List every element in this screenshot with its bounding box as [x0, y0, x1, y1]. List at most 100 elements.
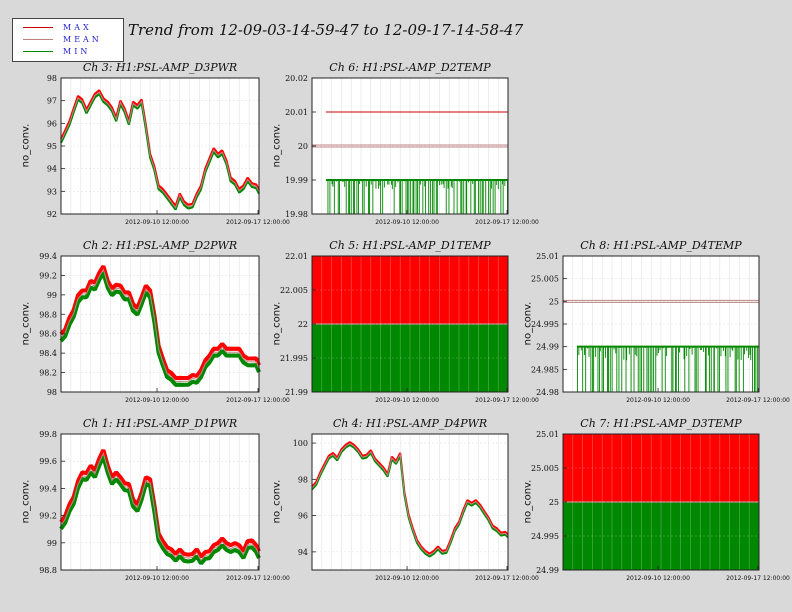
chart-panel-8: Ch 7: H1:PSL-AMP_D3TEMP no_conv. 25.01 25.0…: [523, 417, 791, 582]
max-fill: [312, 256, 508, 324]
y-tick-label: 98.8: [39, 566, 57, 575]
y-tick-label: 98.4: [39, 349, 57, 358]
chart-title: Ch 3: H1:PSL-AMP_D3PWR: [82, 61, 238, 74]
legend-label-mean: MEAN: [63, 35, 102, 44]
y-tick-label: 92: [47, 210, 57, 219]
y-tick-label: 95: [47, 142, 57, 151]
chart-panel-3: Ch 2: H1:PSL-AMP_D2PWR no_conv. 99.4 99.2 99…: [21, 239, 291, 404]
y-tick-label: 100: [293, 439, 308, 448]
x-tick-label: 2012-09-17 12:00:00: [475, 219, 539, 226]
x-tick-label: 2012-09-17 12:00:00: [226, 219, 290, 226]
chart-title: Ch 8: H1:PSL-AMP_D4TEMP: [580, 239, 742, 252]
y-tick-label: 20: [298, 142, 308, 151]
legend-line-max: [23, 27, 53, 28]
page-title: Trend from 12-09-03-14-59-47 to 12-09-17…: [128, 21, 524, 39]
y-tick-label: 97: [47, 97, 57, 106]
x-tick-label: 2012-09-10 12:00:00: [375, 575, 439, 582]
y-tick-label: 25.01: [536, 430, 559, 439]
max-series: [59, 449, 261, 559]
x-tick-label: 2012-09-10 12:00:00: [125, 219, 189, 226]
legend-label-min: MIN: [63, 47, 91, 56]
x-tick-label: 2012-09-10 12:00:00: [125, 397, 189, 404]
y-tick-label: 25.005: [531, 275, 559, 284]
mean-series: [311, 442, 509, 556]
chart-title: Ch 4: H1:PSL-AMP_D4PWR: [332, 417, 488, 430]
y-tick-label: 25.005: [531, 464, 559, 473]
max-fill: [563, 434, 759, 502]
y-tick-label: 99.8: [39, 430, 57, 439]
y-tick-label: 94: [298, 548, 308, 557]
y-tick-label: 99: [47, 291, 57, 300]
y-tick-label: 21.995: [280, 354, 308, 363]
x-tick-label: 2012-09-17 12:00:00: [726, 397, 790, 404]
chart-svg: 25.01 25.005 25 24.995 24.99 24.985 24.98 2012-…: [531, 252, 790, 404]
legend-line-mean: [23, 39, 53, 40]
y-axis-label: no_conv.: [271, 479, 283, 524]
y-tick-label: 94: [47, 165, 57, 174]
y-axis-label: no_conv.: [20, 479, 32, 524]
y-tick-label: 19.98: [285, 210, 308, 219]
y-tick-label: 98.2: [39, 369, 57, 378]
mean-series: [60, 91, 260, 209]
legend-item-mean: MEAN: [13, 34, 123, 46]
y-tick-label: 22.01: [285, 252, 308, 261]
x-tick-label: 2012-09-17 12:00:00: [475, 575, 539, 582]
y-tick-label: 20.02: [285, 74, 308, 83]
y-tick-label: 25: [549, 297, 559, 306]
y-tick-label: 25.01: [536, 252, 559, 261]
chart-svg: 99.4 99.2 99 98.8 98.6 98.4 98.2 98 2012-09-10 1…: [39, 252, 290, 404]
y-tick-label: 99.4: [39, 252, 57, 261]
mean-series: [60, 451, 260, 561]
plot-frame: [60, 433, 260, 571]
chart-title: Ch 1: H1:PSL-AMP_D1PWR: [82, 417, 238, 430]
legend: MAX MEAN MIN: [12, 18, 124, 62]
x-tick-label: 2012-09-10 12:00:00: [626, 575, 690, 582]
y-tick-label: 24.98: [536, 388, 559, 397]
x-tick-label: 2012-09-10 12:00:00: [626, 397, 690, 404]
y-axis-label: no_conv.: [20, 123, 32, 168]
y-tick-label: 93: [47, 187, 57, 196]
min-fill: [563, 502, 759, 570]
y-tick-label: 24.985: [531, 365, 559, 374]
y-tick-label: 24.995: [531, 320, 559, 329]
chart-title: Ch 5: H1:PSL-AMP_D1TEMP: [329, 239, 491, 252]
min-series: [59, 455, 261, 565]
chart-svg: 20.02 20.01 20 19.99 19.98 2012-09-10 12:00:0…: [285, 74, 539, 226]
y-tick-label: 99.2: [39, 271, 57, 280]
y-tick-label: 22.005: [280, 286, 308, 295]
y-axis-label: no_conv.: [20, 301, 32, 346]
y-tick-label: 99.2: [39, 512, 57, 521]
y-tick-label: 96: [47, 119, 57, 128]
legend-item-min: MIN: [13, 46, 123, 58]
chart-panel-2: Ch 6: H1:PSL-AMP_D2TEMP no_conv. 20.02 20.0…: [272, 61, 540, 226]
y-tick-label: 24.99: [536, 566, 559, 575]
y-tick-label: 24.99: [536, 343, 559, 352]
y-tick-label: 99.4: [39, 484, 57, 493]
y-tick-label: 98: [298, 475, 308, 484]
y-tick-label: 98: [47, 388, 57, 397]
x-tick-label: 2012-09-10 12:00:00: [125, 575, 189, 582]
y-axis-label: no_conv.: [271, 123, 283, 168]
y-axis-label: no_conv.: [522, 479, 534, 524]
chart-svg: 99.8 99.6 99.4 99.2 99 98.8 2012-09-10 12:00:0…: [39, 430, 290, 582]
min-fill: [312, 324, 508, 392]
chart-panel-6: Ch 1: H1:PSL-AMP_D1PWR no_conv. 99.8 99.6 99…: [21, 417, 291, 582]
legend-line-min: [23, 51, 53, 52]
max-series: [59, 265, 261, 381]
chart-title: Ch 6: H1:PSL-AMP_D2TEMP: [329, 61, 491, 74]
y-tick-label: 98: [47, 74, 57, 83]
legend-item-max: MAX: [13, 22, 123, 34]
chart-svg: 22.01 22.005 22 21.995 21.99 2012-09-10 12:00…: [280, 252, 539, 404]
y-tick-label: 98.6: [39, 330, 57, 339]
chart-panel-4: Ch 5: H1:PSL-AMP_D1TEMP no_conv. 22.01 22.0…: [272, 239, 540, 404]
y-tick-label: 96: [298, 512, 308, 521]
x-tick-label: 2012-09-17 12:00:00: [726, 575, 790, 582]
x-tick-label: 2012-09-10 12:00:00: [375, 397, 439, 404]
chart-svg: 100 98 96 94 2012-09-10 12:00:00 2012-09-17 1…: [293, 433, 539, 582]
x-tick-label: 2012-09-17 12:00:00: [226, 575, 290, 582]
chart-title: Ch 2: H1:PSL-AMP_D2PWR: [82, 239, 238, 252]
y-tick-label: 99: [47, 539, 57, 548]
y-axis-label: no_conv.: [271, 301, 283, 346]
y-tick-label: 21.99: [285, 388, 308, 397]
x-tick-label: 2012-09-10 12:00:00: [375, 219, 439, 226]
